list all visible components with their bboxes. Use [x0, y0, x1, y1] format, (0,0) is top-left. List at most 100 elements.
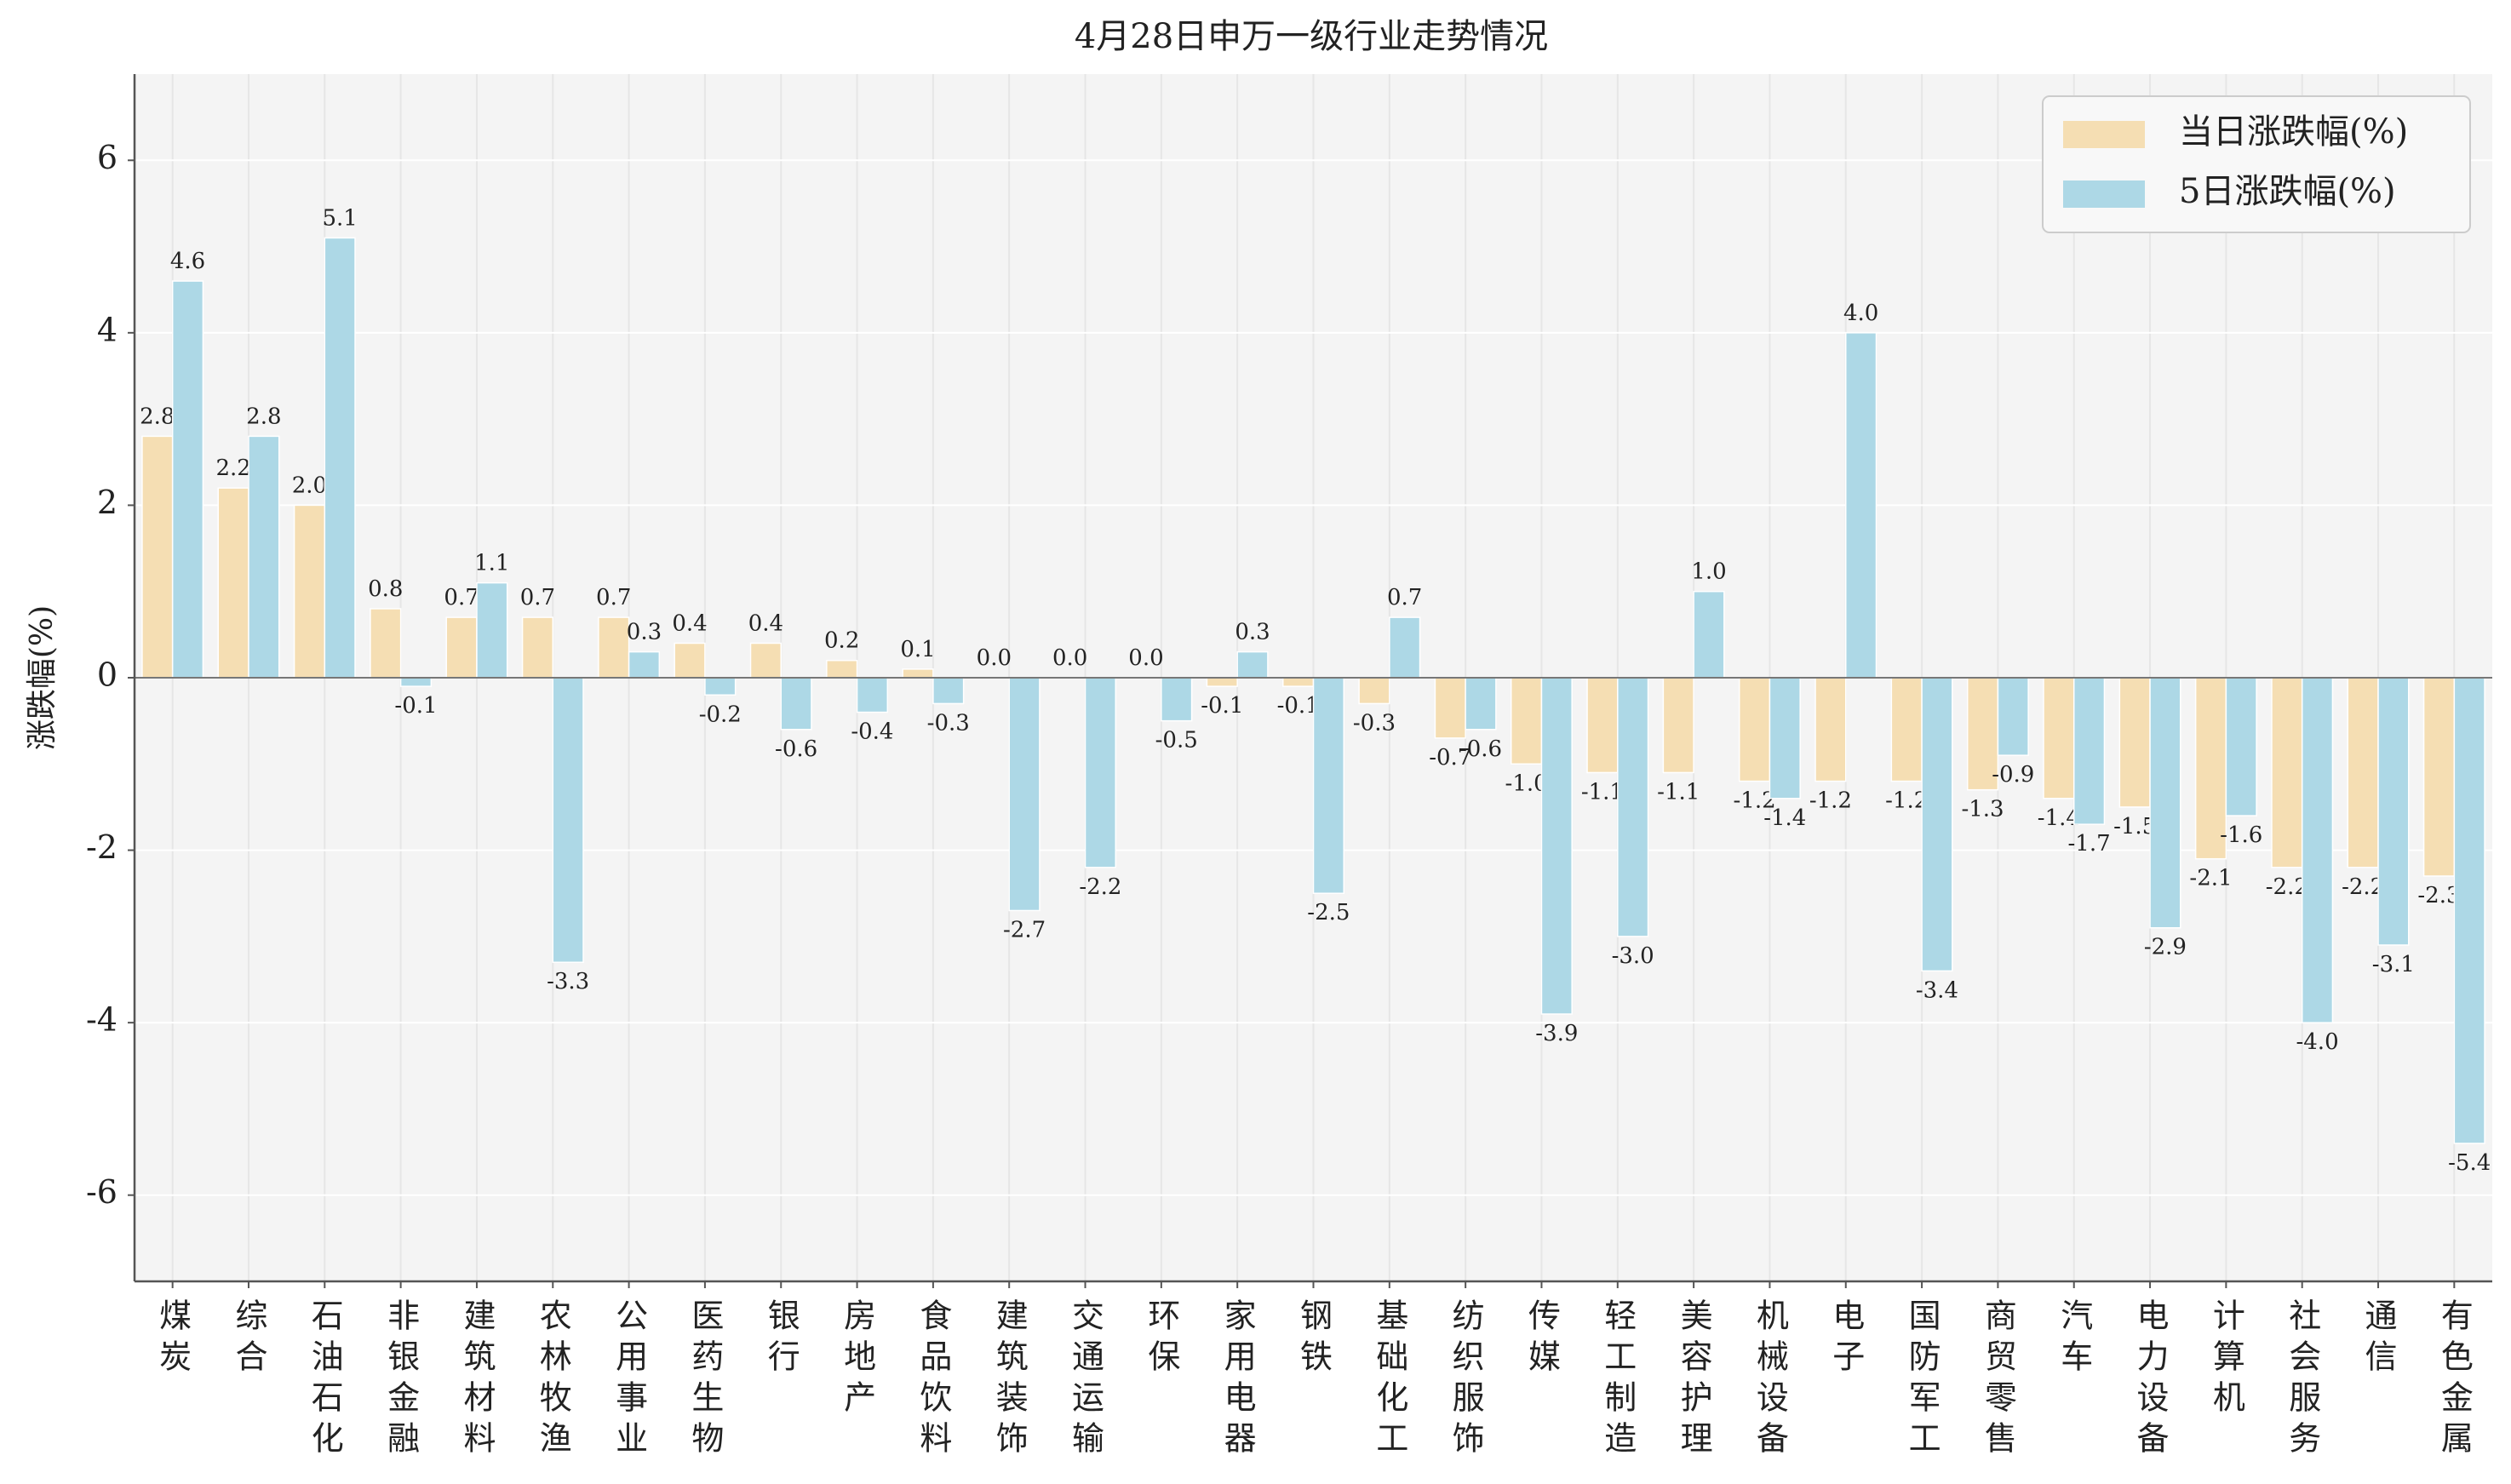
bar	[1008, 677, 1041, 912]
bar	[2377, 677, 2410, 946]
y-tick-label: -4	[86, 1001, 118, 1039]
bar	[2422, 677, 2456, 877]
bar	[324, 237, 356, 679]
bar	[141, 435, 174, 679]
x-tick-label: 有色金属	[2435, 1298, 2474, 1462]
x-tick-label: 电子	[1826, 1298, 1865, 1380]
x-tick-label: 轻工制造	[1598, 1298, 1637, 1462]
data-label: 0.3	[627, 620, 662, 645]
bar	[1693, 590, 1725, 679]
x-tick-label: 美容护理	[1675, 1298, 1713, 1462]
y-axis-label: 涨跌幅(%)	[25, 605, 60, 750]
x-tick-label: 环保	[1142, 1298, 1180, 1380]
bar	[598, 616, 630, 679]
bar	[826, 659, 858, 679]
data-label: 0.7	[520, 585, 555, 610]
x-tick-label: 综合	[229, 1298, 267, 1380]
bar	[2043, 677, 2075, 799]
bar	[902, 668, 934, 679]
x-tick-label: 通信	[2359, 1298, 2398, 1380]
data-label: 1.0	[1691, 559, 1726, 585]
x-tick-label: 钢铁	[1294, 1298, 1333, 1380]
y-tick-label: 0	[97, 656, 118, 694]
data-label: -1.2	[1734, 788, 1776, 814]
x-tick-label: 医药生物	[685, 1298, 724, 1462]
data-label: 0.0	[1052, 645, 1087, 671]
data-label: -4.0	[2296, 1029, 2338, 1055]
bar	[445, 616, 478, 679]
x-tick-label: 家用电器	[1218, 1298, 1257, 1462]
bar	[2453, 677, 2485, 1144]
bar	[1890, 677, 1923, 782]
x-tick-label: 机械设备	[1751, 1298, 1789, 1462]
data-label: -2.3	[2417, 883, 2460, 908]
bar	[1510, 677, 1543, 765]
y-tick-label: 4	[97, 311, 118, 348]
bar	[2347, 677, 2379, 868]
x-tick-label: 纺织服饰	[1447, 1298, 1485, 1462]
x-tick-label: 社会服务	[2283, 1298, 2321, 1462]
x-tick-label: 商贸零售	[1979, 1298, 2017, 1462]
x-tick-label: 公用事业	[610, 1298, 648, 1462]
data-label: -0.7	[1429, 745, 1471, 771]
bar	[171, 280, 204, 679]
data-label: -1.4	[2038, 805, 2080, 831]
data-label: -0.3	[1353, 710, 1396, 736]
bar	[370, 608, 402, 679]
bar	[1540, 677, 1573, 1015]
bar	[1814, 677, 1847, 782]
x-tick-label: 国防军工	[1903, 1298, 1941, 1462]
x-tick-label: 汽车	[2055, 1298, 2093, 1380]
data-label: 1.1	[474, 551, 509, 576]
bar	[248, 435, 280, 679]
data-label: -2.2	[1079, 874, 1121, 900]
bar	[1586, 677, 1619, 774]
bar	[1358, 677, 1390, 705]
bar	[217, 487, 249, 679]
data-label: 5.1	[322, 205, 357, 231]
x-tick-label: 石油石化	[306, 1298, 344, 1462]
data-label: 0.7	[596, 585, 631, 610]
bar	[1389, 616, 1421, 679]
bar	[628, 650, 661, 679]
data-label: -1.3	[1961, 797, 2004, 822]
data-label: -1.1	[1581, 779, 1624, 805]
y-tick-label: 6	[97, 139, 118, 176]
data-label: 2.0	[292, 473, 327, 498]
chart-title: 4月28日申万一级行业走势情况	[1075, 17, 1548, 56]
data-label: -5.4	[2448, 1150, 2491, 1176]
x-tick-label: 食品饮料	[914, 1298, 952, 1462]
bar	[2271, 677, 2303, 868]
data-label: -3.3	[547, 969, 589, 994]
data-label: -3.4	[1916, 977, 1958, 1003]
data-label: 0.8	[368, 576, 403, 602]
bar	[780, 677, 812, 731]
legend-label: 当日涨跌幅(%)	[2179, 112, 2408, 152]
legend-box	[2042, 95, 2471, 233]
bar	[2225, 677, 2257, 816]
bar	[521, 616, 554, 679]
legend-swatch	[2063, 180, 2145, 208]
bar	[1738, 677, 1771, 782]
bar	[1312, 677, 1344, 894]
data-label: 0.7	[444, 585, 479, 610]
data-label: -0.3	[927, 710, 970, 736]
data-label: -2.5	[1307, 900, 1350, 925]
bar	[856, 677, 889, 713]
bar	[1465, 677, 1497, 731]
bar	[552, 677, 584, 963]
data-label: 0.7	[1387, 585, 1422, 610]
data-label: 0.4	[748, 610, 783, 636]
y-tick-label: 2	[97, 484, 118, 521]
data-label: -1.7	[2068, 831, 2111, 857]
x-tick-label: 计算机	[2207, 1298, 2245, 1421]
data-label: -0.9	[1992, 762, 2034, 788]
data-label: -0.2	[699, 702, 742, 727]
bar	[1161, 677, 1193, 722]
bar	[2194, 677, 2227, 860]
bar	[674, 642, 706, 679]
bar	[1921, 677, 1953, 972]
data-label: 0.0	[977, 645, 1012, 671]
legend-label: 5日涨跌幅(%)	[2179, 172, 2396, 211]
